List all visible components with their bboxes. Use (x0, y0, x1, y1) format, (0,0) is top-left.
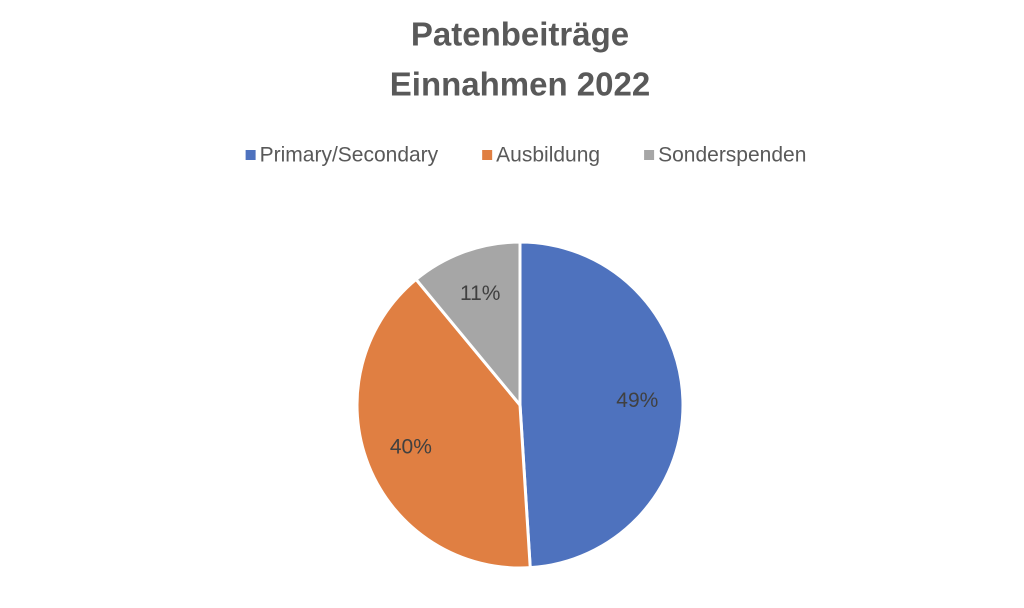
data-label: 49% (616, 389, 658, 412)
legend-swatch (482, 150, 493, 160)
pie-slice (355, 277, 532, 570)
data-label: 11% (460, 282, 500, 305)
legend-swatch (245, 150, 256, 160)
legend-label: Ausbildung (496, 144, 600, 167)
pie-slice (413, 240, 522, 410)
legend-label: Sonderspenden (658, 144, 806, 167)
chart-title: Patenbeiträge (411, 16, 629, 53)
chart-title: Einnahmen 2022 (390, 66, 650, 103)
pie-slice (518, 240, 685, 570)
legend-swatch (644, 150, 655, 160)
data-label: 40% (390, 436, 432, 459)
legend-label: Primary/Secondary (260, 144, 439, 167)
